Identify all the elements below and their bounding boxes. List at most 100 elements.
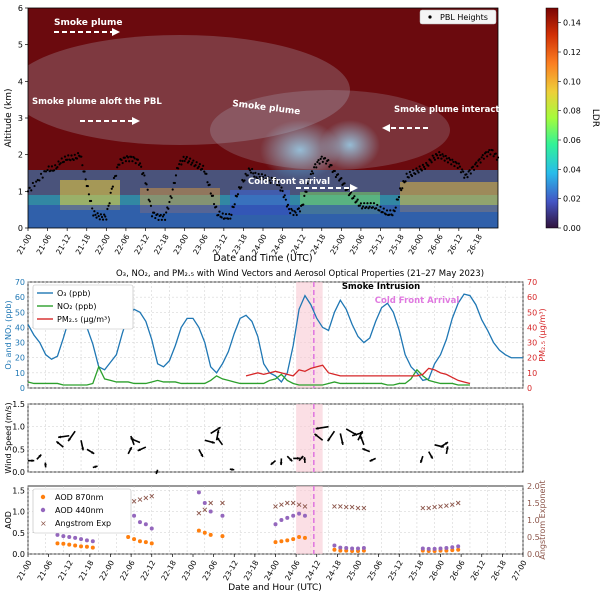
pbl-point xyxy=(277,180,280,183)
pbl-point xyxy=(195,161,198,164)
heatmap-xtick-label: 21-18 xyxy=(74,233,93,257)
pbl-point xyxy=(412,169,415,172)
aod870-point xyxy=(338,548,343,553)
aod440-point xyxy=(420,546,425,551)
pbl-point xyxy=(307,177,310,181)
pbl-point xyxy=(317,159,320,162)
aod-xtick-label: 22-12 xyxy=(139,559,158,583)
pbl-point xyxy=(53,169,56,172)
pbl-point xyxy=(220,216,223,219)
aod870-point xyxy=(61,541,66,546)
pbl-point xyxy=(133,157,136,160)
smoke-intrusion-span xyxy=(296,282,323,388)
pbl-point xyxy=(378,209,381,212)
pbl-point xyxy=(319,157,322,161)
aod-xlabel: Date and Hour (UTC) xyxy=(228,583,322,593)
pbl-heights-series xyxy=(26,148,500,222)
aod440-point xyxy=(332,543,337,548)
pbl-point xyxy=(267,176,270,179)
aod870-point xyxy=(79,544,84,549)
aod440-point xyxy=(84,538,89,543)
pbl-point xyxy=(320,155,323,158)
pbl-point xyxy=(350,191,353,194)
legend-angstrom: Angstrom Exp xyxy=(55,519,111,528)
pbl-point xyxy=(391,214,394,217)
angstrom-point xyxy=(273,504,278,509)
angstrom-point xyxy=(338,504,343,509)
aod-ytick-label: 1.5 xyxy=(12,486,25,495)
aod440-point xyxy=(208,509,213,514)
aod-xtick-label: 21-12 xyxy=(56,559,75,583)
aod440-point xyxy=(132,513,137,518)
pbl-point xyxy=(385,209,389,212)
aod870-point xyxy=(273,540,278,545)
aod870-point xyxy=(143,540,148,545)
pbl-point xyxy=(432,156,435,159)
pbl-point xyxy=(262,178,266,181)
pbl-point xyxy=(274,179,278,182)
pbl-point xyxy=(400,189,403,192)
pbl-point xyxy=(360,207,364,210)
pbl-point xyxy=(243,179,246,182)
pollutants-panel: 0 10 20 30 40 50 60 70 0 10 20 30 40 50 60 70 O₃ and N… xyxy=(4,278,547,393)
pbl-point xyxy=(491,149,494,152)
pbl-point xyxy=(95,216,98,219)
aod440-point xyxy=(61,534,66,539)
aod870-point xyxy=(67,542,72,547)
aod870-point xyxy=(90,545,95,550)
pbl-point xyxy=(94,213,97,216)
pbl-point xyxy=(446,161,450,164)
pbl-point xyxy=(62,160,66,163)
pbl-point xyxy=(376,203,379,207)
pbl-point xyxy=(218,210,221,213)
pbl-point xyxy=(257,172,260,176)
pbl-point xyxy=(170,196,173,199)
pbl-point xyxy=(405,172,408,175)
aod870-point xyxy=(202,530,207,535)
aod870-point xyxy=(137,539,142,544)
pbl-point xyxy=(495,158,499,161)
pbl-point xyxy=(103,213,106,216)
heatmap-ytick-label: 2 xyxy=(18,151,23,160)
pbl-point xyxy=(112,176,116,180)
angstrom-point xyxy=(196,510,202,516)
pbl-point xyxy=(475,161,478,164)
pbl-point xyxy=(435,154,439,157)
pbl-point xyxy=(276,183,279,186)
heatmap-xtick-label: 25-18 xyxy=(387,233,406,257)
aod-xtick-label: 26-00 xyxy=(427,559,446,583)
aod-panel: 0.00.51.01.5 0.00.51.01.52.0 21-00 21-06 2… xyxy=(4,480,547,593)
wind-arrow-head xyxy=(315,426,319,430)
wind-ytick-label: 1.5 xyxy=(12,400,25,409)
aod-y2tick-label: 2.0 xyxy=(527,482,540,491)
pbl-point xyxy=(343,182,346,185)
legend-aod440: AOD 440nm xyxy=(55,506,104,515)
angstrom-point xyxy=(302,504,308,509)
heatmap-xtick-label: 23-06 xyxy=(191,233,210,257)
pbl-point xyxy=(308,179,311,182)
pbl-point xyxy=(75,157,79,160)
aod440-point xyxy=(361,546,366,551)
pollutants-ytick-label: 50 xyxy=(15,308,25,317)
pbl-point xyxy=(489,153,492,156)
colorbar-tick-label: 0.02 xyxy=(563,195,581,204)
pbl-point xyxy=(447,157,451,160)
heatmap-ytick-label: 4 xyxy=(18,77,23,86)
heatmap-xtick-label: 26-12 xyxy=(446,233,465,257)
heatmap-x-axis: 21-00 21-06 21-12 21-18 22-00 22-06 22-12 22-18… xyxy=(15,228,484,256)
pbl-point xyxy=(415,167,418,170)
pbl-point xyxy=(433,158,436,161)
aod-xtick-label: 21-00 xyxy=(15,559,34,583)
pbl-point xyxy=(235,195,238,198)
pbl-point xyxy=(116,166,119,169)
pbl-point xyxy=(47,165,50,168)
pbl-point xyxy=(39,172,43,175)
pbl-point xyxy=(232,205,235,209)
pbl-point xyxy=(253,175,256,178)
colorbar-tick-label: 0.00 xyxy=(563,224,581,233)
angstrom-point xyxy=(343,504,349,510)
legend-o3: O₃ (ppb) xyxy=(57,289,91,298)
pbl-point xyxy=(381,210,384,214)
pbl-point xyxy=(270,176,273,179)
pbl-point xyxy=(313,166,316,169)
